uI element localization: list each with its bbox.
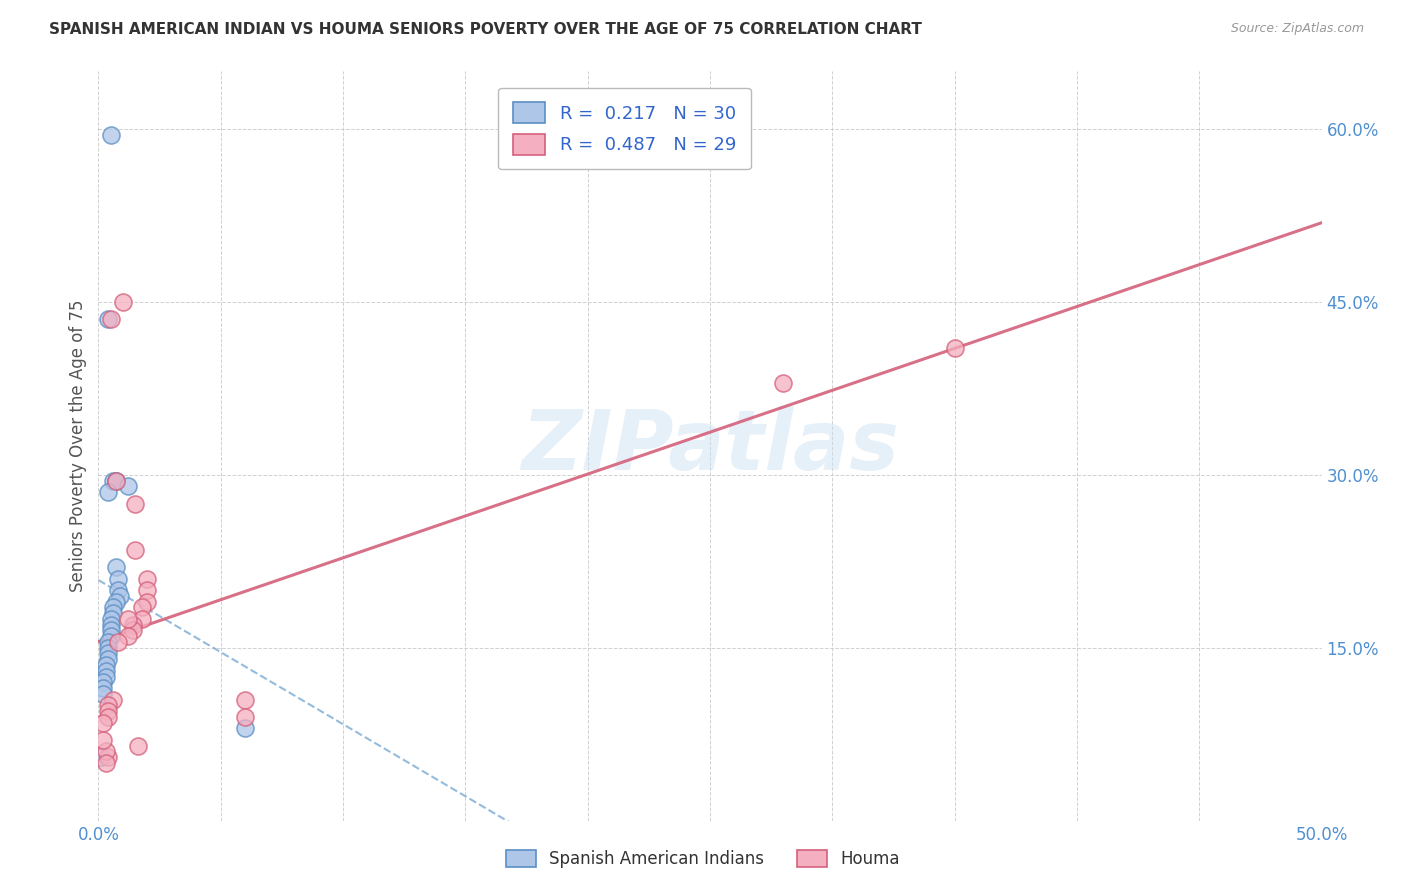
- Point: [101, 606, 124, 620]
- Point: [97, 635, 120, 649]
- Point: [94, 756, 117, 770]
- Point: [94, 658, 117, 673]
- Point: [91, 675, 114, 690]
- Legend: Spanish American Indians, Houma: Spanish American Indians, Houma: [499, 843, 907, 875]
- Point: [136, 572, 159, 586]
- Point: [121, 617, 143, 632]
- Point: [100, 617, 122, 632]
- Point: [117, 479, 139, 493]
- Point: [100, 612, 122, 626]
- Point: [94, 744, 117, 758]
- Point: [91, 733, 114, 747]
- Point: [94, 669, 117, 683]
- Text: SPANISH AMERICAN INDIAN VS HOUMA SENIORS POVERTY OVER THE AGE OF 75 CORRELATION : SPANISH AMERICAN INDIAN VS HOUMA SENIORS…: [49, 22, 922, 37]
- Point: [100, 312, 122, 326]
- Point: [104, 474, 127, 488]
- Point: [107, 572, 129, 586]
- Point: [97, 312, 120, 326]
- Point: [101, 600, 124, 615]
- Point: [110, 589, 132, 603]
- Point: [124, 542, 146, 557]
- Point: [100, 128, 122, 142]
- Point: [127, 739, 149, 753]
- Point: [104, 474, 127, 488]
- Point: [104, 594, 127, 608]
- Point: [131, 612, 153, 626]
- Point: [97, 647, 120, 661]
- Point: [233, 692, 256, 706]
- Point: [101, 692, 124, 706]
- Point: [943, 341, 966, 355]
- Point: [90, 750, 112, 764]
- Point: [104, 560, 127, 574]
- Legend: R =  0.217   N = 30, R =  0.487   N = 29: R = 0.217 N = 30, R = 0.487 N = 29: [498, 88, 751, 169]
- Point: [97, 640, 120, 655]
- Point: [107, 635, 129, 649]
- Point: [124, 497, 146, 511]
- Point: [121, 624, 143, 638]
- Point: [136, 583, 159, 598]
- Point: [97, 750, 120, 764]
- Point: [97, 652, 120, 666]
- Point: [91, 715, 114, 730]
- Point: [233, 710, 256, 724]
- Point: [104, 474, 127, 488]
- Point: [100, 629, 122, 643]
- Point: [131, 600, 153, 615]
- Point: [136, 594, 159, 608]
- Point: [111, 294, 134, 309]
- Point: [233, 722, 256, 736]
- Point: [91, 681, 114, 695]
- Text: Source: ZipAtlas.com: Source: ZipAtlas.com: [1230, 22, 1364, 36]
- Text: ZIPatlas: ZIPatlas: [522, 406, 898, 486]
- Point: [97, 698, 120, 713]
- Point: [97, 485, 120, 500]
- Point: [107, 583, 129, 598]
- Y-axis label: Seniors Poverty Over the Age of 75: Seniors Poverty Over the Age of 75: [69, 300, 87, 592]
- Point: [101, 474, 124, 488]
- Point: [91, 687, 114, 701]
- Point: [97, 710, 120, 724]
- Point: [100, 624, 122, 638]
- Point: [772, 376, 794, 390]
- Point: [117, 629, 139, 643]
- Point: [94, 664, 117, 678]
- Point: [117, 612, 139, 626]
- Point: [97, 704, 120, 718]
